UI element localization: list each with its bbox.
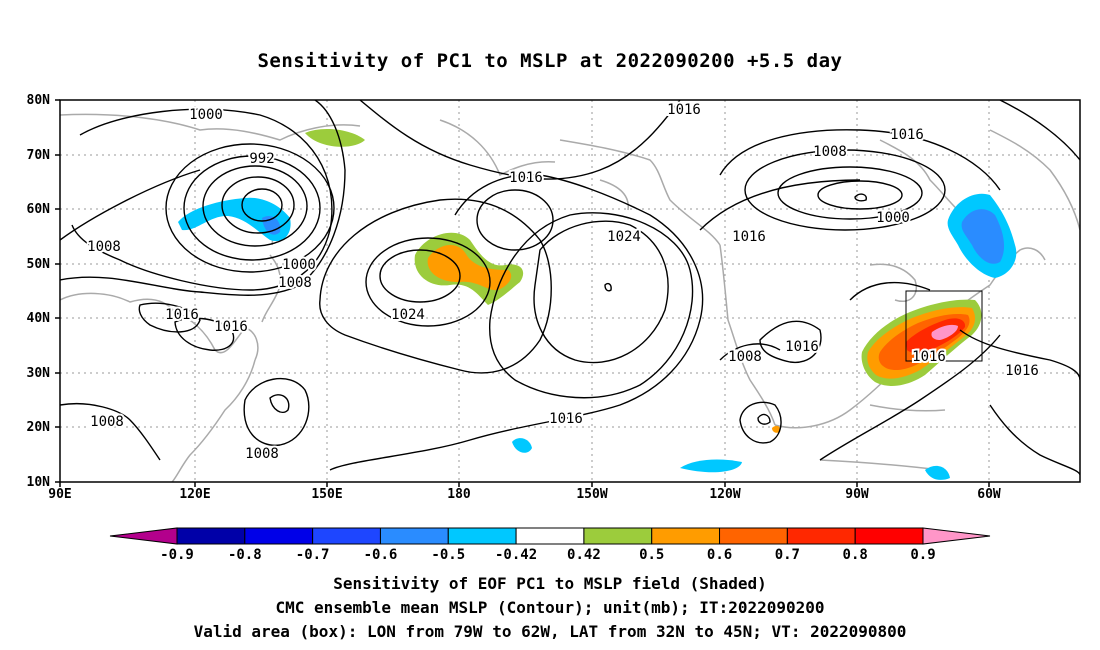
colorbar-segment	[447, 527, 517, 545]
colorbar-high-end	[922, 527, 991, 545]
lon-label: 120W	[709, 487, 740, 502]
lon-label: 150W	[576, 487, 607, 502]
contour-label: 1016	[214, 319, 248, 335]
contour-label: 992	[249, 151, 274, 167]
axis-ticks	[55, 99, 990, 487]
lat-label: 30N	[27, 366, 51, 381]
shade-orange-small	[772, 425, 781, 433]
shade-cyan-small-3	[925, 465, 950, 480]
colorbar-label: 0.42	[567, 547, 601, 563]
contour-label: 1008	[90, 414, 124, 430]
colorbar-label: 0.8	[843, 547, 868, 563]
contour-label: 1016	[549, 411, 583, 427]
contour-label: 1008	[245, 446, 279, 462]
colorbar-segment	[786, 527, 856, 545]
contour-label: 1016	[785, 339, 819, 355]
colorbar-segment	[244, 527, 314, 545]
caption-line-1: Sensitivity of EOF PC1 to MSLP field (Sh…	[333, 574, 767, 593]
contour-label: 1016	[732, 229, 766, 245]
colorbar-label: -0.5	[431, 547, 465, 563]
colorbar-segment	[854, 527, 924, 545]
lat-label: 80N	[27, 93, 51, 108]
colorbar-label: -0.9	[160, 547, 194, 563]
lat-label: 70N	[27, 148, 51, 163]
lat-label: 60N	[27, 202, 51, 217]
shade-blue-east	[961, 209, 1005, 264]
mslp-contours	[60, 100, 1080, 476]
shade-green-patch	[305, 128, 365, 147]
lon-label: 60W	[977, 487, 1001, 502]
colorbar-segment	[176, 527, 246, 545]
colorbar-label: -0.6	[364, 547, 398, 563]
contour-label: 1016	[1005, 363, 1039, 379]
caption-line-3: Valid area (box): LON from 79W to 62W, L…	[193, 622, 907, 641]
lat-label: 10N	[27, 475, 51, 490]
colorbar-segment	[515, 527, 585, 545]
colorbar-label: 0.7	[775, 547, 800, 563]
contour-label: 1016	[667, 102, 701, 118]
lon-label: 120E	[179, 487, 210, 502]
plot-title: Sensitivity of PC1 to MSLP at 2022090200…	[257, 50, 843, 72]
lat-label: 50N	[27, 257, 51, 272]
lon-label: 150E	[311, 487, 342, 502]
lon-label: 180	[447, 487, 471, 502]
contour-label: 1000	[876, 210, 910, 226]
map-frame	[59, 99, 1081, 483]
lon-label: 90E	[48, 487, 71, 502]
colorbar-low-end	[109, 527, 178, 545]
contour-label: 1024	[607, 229, 641, 245]
contour-label: 1008	[813, 144, 847, 160]
contour-label: 1008	[278, 275, 312, 291]
colorbar-label: 0.9	[910, 547, 935, 563]
contour-label: 1000	[282, 257, 316, 273]
colorbar-segment	[583, 527, 653, 545]
colorbar-segment	[312, 527, 381, 545]
contour-label: 1016	[509, 170, 543, 186]
colorbar-label: 0.6	[707, 547, 732, 563]
lat-label: 20N	[27, 420, 51, 435]
shade-pink-east	[931, 324, 958, 340]
lat-label: 40N	[27, 311, 51, 326]
contour-labels: 1000 992 1008 1000 1008 1016 1016 1008 1008 1016 1…	[85, 100, 1041, 464]
contour-label: 1016	[165, 307, 199, 323]
contour-label: 1024	[391, 307, 425, 323]
shade-cyan-small-2	[680, 459, 742, 473]
contour-label: 1008	[87, 239, 121, 255]
valid-area-box	[905, 290, 983, 362]
colorbar-segment	[379, 527, 449, 545]
colorbar-segment	[651, 527, 721, 545]
lon-label: 90W	[845, 487, 869, 502]
contour-label: 1016	[890, 127, 924, 143]
colorbar-segment	[719, 527, 788, 545]
contour-label: 1016	[912, 349, 946, 365]
colorbar-label: -0.8	[228, 547, 262, 563]
contour-label: 1008	[728, 349, 762, 365]
shade-cyan-patch	[178, 197, 291, 242]
colorbar-label: 0.5	[639, 547, 664, 563]
caption-line-2: CMC ensemble mean MSLP (Contour); unit(m…	[275, 598, 825, 617]
contour-label: 1000	[189, 107, 223, 123]
colorbar-label: -0.7	[296, 547, 330, 563]
colorbar-label: -0.42	[495, 547, 537, 563]
shade-cyan-small-1	[512, 438, 532, 453]
colorbar: -0.9 -0.8 -0.7 -0.6 -0.5 -0.42 0.42 0.5 0.6 0.7 0.…	[109, 527, 991, 563]
